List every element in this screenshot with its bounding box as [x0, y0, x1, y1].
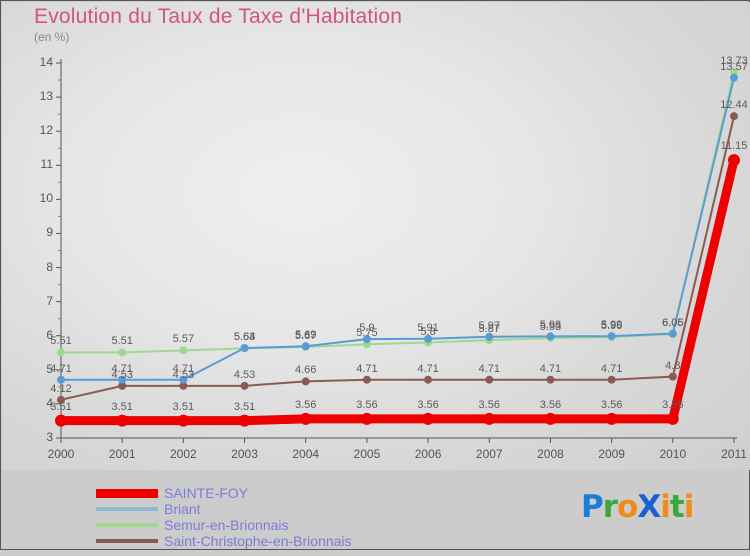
data-point-label: 4.8 [665, 359, 681, 372]
x-axis-tick-label: 2001 [108, 447, 136, 461]
data-point-label: 6.06 [662, 316, 684, 329]
x-axis-tick-label: 2005 [353, 447, 381, 461]
data-point-label: 5.98 [539, 319, 562, 332]
y-axis-tick-label: 4 [46, 395, 53, 410]
data-point-label: 3.51 [111, 400, 133, 413]
data-point-label: 5.93 [539, 321, 562, 334]
x-axis-tick-label: 2007 [475, 447, 503, 461]
data-point-label: 3.51 [50, 400, 72, 413]
chart-subtitle: (en %) [34, 30, 70, 44]
data-point-label: 5.91 [417, 321, 439, 334]
x-axis-tick-label: 2003 [231, 447, 258, 461]
y-axis-tick-label: 3 [46, 430, 53, 444]
data-point-label: 3.56 [417, 398, 439, 411]
data-point-label: 5.8 [420, 325, 436, 338]
data-point-label: 5.57 [172, 333, 195, 346]
data-point-label: 5.63 [233, 331, 256, 344]
data-point-label: 11.15 [720, 140, 748, 153]
data-point-label: 5.9 [359, 322, 375, 335]
chart-legend: SAINTE-FOY Briant Semur-en-Brionnais Saint-… [96, 485, 352, 549]
data-point-label: 4.71 [172, 362, 195, 375]
data-point-label: 5.51 [50, 335, 72, 348]
legend-color-swatch [96, 523, 158, 527]
legend-label: Saint-Christophe-en-Brionnais [164, 533, 352, 549]
data-point-label: 4.53 [233, 368, 256, 381]
y-axis-tick-label: 11 [40, 157, 53, 172]
x-axis-tick-label: 2009 [598, 447, 625, 461]
logo-letter: i [660, 489, 671, 525]
data-point-label: 4.12 [50, 382, 72, 395]
data-point-label: 3.56 [295, 398, 317, 411]
x-axis-tick-label: 2006 [414, 447, 442, 461]
x-axis-tick-label: 2011 [721, 447, 747, 461]
data-point-label: 5.99 [600, 319, 623, 332]
logo-letter: t [669, 489, 685, 525]
logo-letter: o [617, 489, 638, 525]
data-point-label: 3.56 [600, 398, 623, 411]
x-axis-tick-label: 2004 [292, 447, 320, 461]
data-point-label: 4.71 [600, 362, 623, 375]
legend-color-swatch [96, 507, 158, 511]
data-point-label: 13.57 [720, 60, 748, 73]
data-point-label: 4.66 [295, 364, 317, 377]
data-point-label: 4.53 [172, 368, 195, 381]
legend-color-swatch [96, 539, 158, 543]
y-axis-tick-label: 8 [46, 259, 53, 274]
x-axis-tick-label: 2008 [537, 447, 564, 461]
legend-label: Semur-en-Brionnais [164, 517, 289, 533]
y-axis-tick-label: 12 [39, 123, 53, 138]
y-axis-tick-label: 13 [39, 89, 53, 104]
data-point-label: 13.73 [720, 55, 748, 68]
logo-letter: P [581, 489, 604, 525]
x-axis-tick-label: 2000 [47, 447, 75, 461]
y-axis-tick-label: 10 [39, 191, 53, 206]
y-axis-tick-label: 5 [46, 361, 53, 376]
data-point-label: 4.71 [111, 362, 133, 375]
x-axis-tick-label: 2002 [170, 447, 197, 461]
logo-letter: r [602, 489, 618, 525]
y-axis-tick-label: 14 [39, 55, 53, 69]
proxiti-logo: ProXiti [581, 489, 695, 525]
y-axis-tick-label: 7 [46, 293, 53, 308]
data-point-label: 3.56 [478, 398, 500, 411]
data-point-label: 12.44 [720, 99, 748, 112]
legend-label: SAINTE-FOY [164, 485, 249, 501]
y-axis-tick-label: 6 [46, 327, 53, 342]
data-point-label: 5.96 [600, 320, 623, 333]
page-title: Evolution du Taux de Taxe d'Habitation [34, 5, 403, 28]
y-axis-tick-label: 9 [46, 225, 53, 240]
legend-item[interactable]: Briant [96, 501, 352, 517]
data-point-label: 5.51 [111, 335, 133, 348]
data-point-label: 6.05 [662, 317, 684, 330]
data-point-label: 4.71 [356, 362, 378, 375]
data-point-label: 4.71 [478, 362, 500, 375]
data-point-label: 4.71 [50, 362, 72, 375]
data-point-label: 5.87 [478, 323, 500, 336]
data-point-label: 5.75 [356, 327, 378, 340]
data-point-label: 3.56 [356, 398, 378, 411]
data-point-label: 5.69 [295, 329, 317, 342]
data-point-label: 4.71 [539, 362, 562, 375]
legend-color-swatch [96, 488, 158, 498]
data-point-label: 5.97 [478, 319, 500, 332]
data-point-label: 3.51 [233, 400, 256, 413]
data-point-label: 4.53 [111, 368, 133, 381]
logo-letter: X [637, 489, 661, 525]
data-point-label: 3.56 [662, 398, 684, 411]
data-point-label: 3.51 [172, 400, 195, 413]
legend-item[interactable]: Saint-Christophe-en-Brionnais [96, 533, 352, 549]
legend-item[interactable]: SAINTE-FOY [96, 485, 352, 501]
legend-item[interactable]: Semur-en-Brionnais [96, 517, 352, 533]
x-axis-tick-label: 2010 [659, 447, 687, 461]
data-point-label: 5.64 [233, 331, 256, 343]
legend-label: Briant [164, 501, 201, 517]
data-point-label: 3.56 [539, 398, 562, 411]
logo-letter: i [683, 489, 695, 525]
data-point-label: 4.71 [417, 362, 439, 375]
data-point-label: 5.67 [295, 329, 317, 342]
